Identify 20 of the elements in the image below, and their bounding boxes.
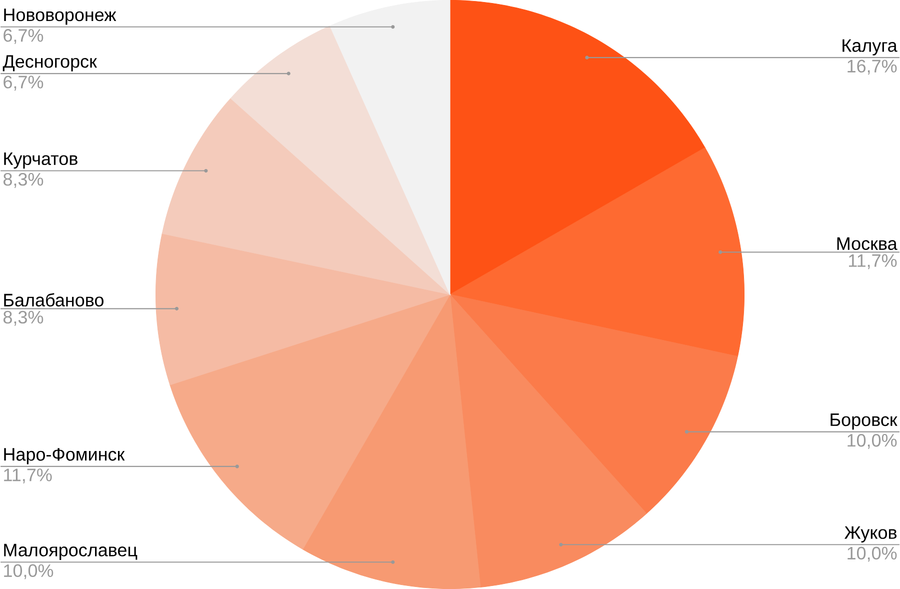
- data-label: 6,7%: [4, 29, 44, 44]
- data-label: 8,3%: [4, 172, 44, 188]
- slice-label: Курчатов: [4, 152, 78, 169]
- data-label: 10,0%: [848, 546, 897, 562]
- slice-label: Наро-Фоминск: [4, 448, 125, 464]
- data-label: 10,0%: [848, 434, 897, 449]
- data-label: 10,0%: [4, 564, 54, 580]
- data-label: 16,7%: [848, 60, 897, 75]
- slice-label: Малоярославец: [4, 544, 138, 560]
- slice-label: Нововоронеж: [4, 8, 116, 25]
- slice-label: Калуга: [842, 39, 898, 56]
- slice-label: Жуков: [844, 526, 897, 542]
- slice-label: Десногорск: [2, 55, 97, 72]
- slice-label: Боровск: [830, 414, 898, 430]
- slice-label: Балабаново: [4, 293, 104, 306]
- slice-label: Москва: [837, 237, 898, 250]
- data-label: 11,7%: [849, 254, 897, 270]
- data-label: 6,7%: [4, 76, 44, 91]
- data-label: 8,3%: [4, 310, 44, 326]
- data-label: 11,7%: [4, 468, 52, 484]
